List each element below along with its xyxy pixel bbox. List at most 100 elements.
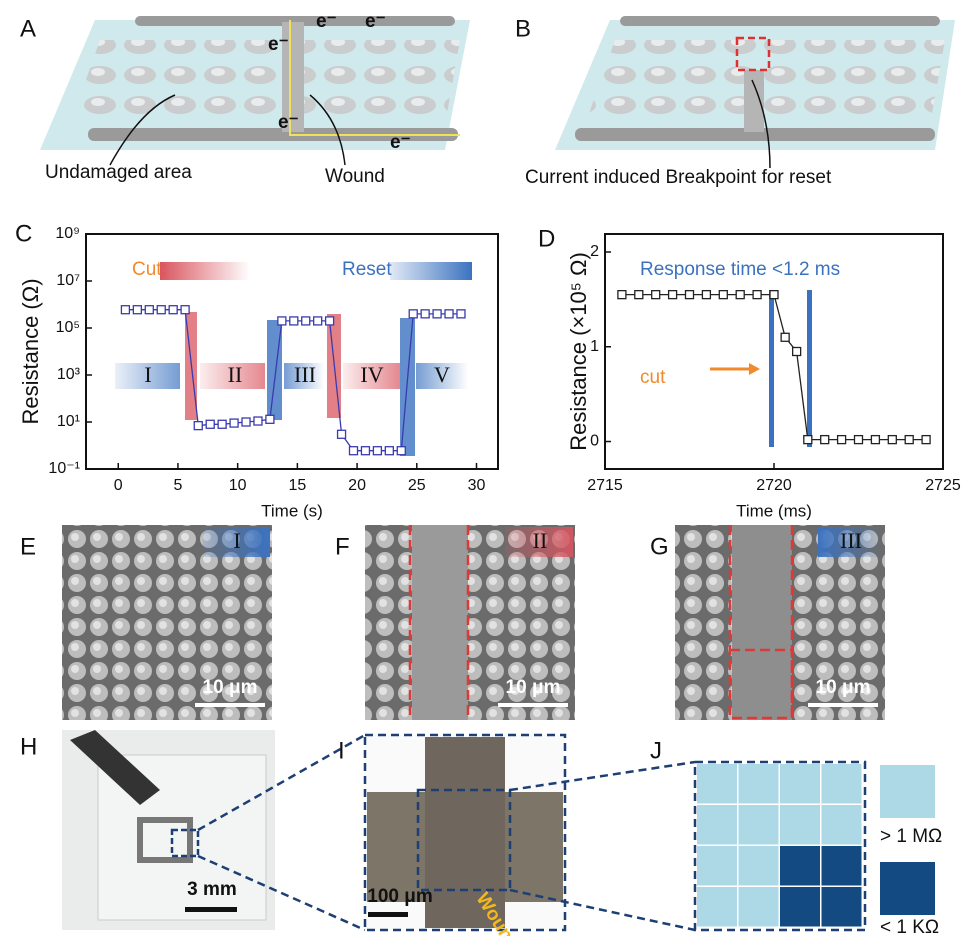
panel-h: H 3 mm bbox=[20, 730, 365, 930]
panel-b: B Current induced Breakpoint for reset bbox=[515, 15, 955, 188]
x-axis-label: Time (ms) bbox=[736, 501, 812, 520]
grid-cell bbox=[822, 887, 862, 927]
electron-label: e⁻ bbox=[268, 34, 289, 55]
electron-label: e⁻ bbox=[365, 11, 386, 32]
scale-bar bbox=[498, 703, 568, 707]
panel-label: B bbox=[515, 15, 531, 42]
data-point bbox=[838, 436, 846, 444]
data-point bbox=[905, 436, 913, 444]
data-point bbox=[242, 418, 250, 426]
scale-bar bbox=[195, 703, 265, 707]
grid-cell bbox=[822, 846, 862, 886]
data-point bbox=[922, 436, 930, 444]
annotation: Response time <1.2 ms bbox=[640, 259, 840, 280]
x-tick-label: 20 bbox=[348, 477, 366, 494]
data-point bbox=[686, 291, 694, 299]
y-tick-label: 10⁷ bbox=[56, 272, 80, 289]
stage-label: III bbox=[294, 362, 316, 387]
data-point bbox=[254, 417, 262, 425]
scale-label: 10 μm bbox=[506, 677, 561, 698]
data-point bbox=[278, 317, 286, 325]
data-point bbox=[821, 436, 829, 444]
y-tick-label: 1 bbox=[590, 338, 599, 355]
panel-a: A e⁻ e⁻ e⁻ e⁻ e⁻ Undamaged area Wound bbox=[20, 11, 470, 187]
y-tick-label: 10³ bbox=[57, 366, 81, 383]
y-tick-label: 10⁵ bbox=[56, 319, 80, 336]
data-point bbox=[373, 447, 381, 455]
legend-label: < 1 KΩ bbox=[880, 917, 939, 936]
x-tick-label: 10 bbox=[229, 477, 247, 494]
annotation: Wound bbox=[325, 166, 385, 187]
data-point bbox=[457, 310, 465, 318]
legend-swatch bbox=[880, 765, 935, 818]
stage-label: I bbox=[144, 362, 151, 387]
data-point bbox=[409, 310, 417, 318]
data-point bbox=[206, 420, 214, 428]
panel-label: C bbox=[15, 220, 32, 247]
data-point bbox=[157, 306, 165, 314]
stage-label: I bbox=[233, 528, 240, 553]
data-point bbox=[133, 306, 141, 314]
y-tick-label: 10⁻¹ bbox=[48, 460, 80, 477]
grid-cell bbox=[739, 764, 779, 804]
legend-label: > 1 MΩ bbox=[880, 826, 942, 847]
y-axis-label: Resistance (Ω) bbox=[18, 278, 43, 424]
annotation: Current induced Breakpoint for reset bbox=[525, 167, 832, 188]
panel-label: I bbox=[338, 737, 345, 764]
figure: A e⁻ e⁻ e⁻ e⁻ e⁻ Undamaged area Wound B … bbox=[0, 0, 970, 936]
data-point bbox=[397, 447, 405, 455]
data-point bbox=[230, 419, 238, 427]
legend-gradient bbox=[160, 262, 250, 280]
healed-region bbox=[732, 525, 792, 720]
data-point bbox=[421, 310, 429, 318]
annotation: cut bbox=[640, 367, 666, 388]
x-tick-label: 5 bbox=[174, 477, 183, 494]
y-axis-label: Resistance (×10⁵ Ω) bbox=[566, 252, 591, 451]
electrode bbox=[620, 16, 940, 26]
grid-cell bbox=[822, 805, 862, 845]
panel-label: G bbox=[650, 533, 669, 560]
electron-label: e⁻ bbox=[278, 112, 299, 133]
data-point bbox=[635, 291, 643, 299]
x-tick-label: 25 bbox=[408, 477, 426, 494]
electron-label: e⁻ bbox=[316, 11, 337, 32]
data-point bbox=[266, 415, 274, 423]
data-point bbox=[350, 447, 358, 455]
scale-label: 3 mm bbox=[187, 879, 237, 900]
data-point bbox=[888, 436, 896, 444]
y-tick-label: 10⁹ bbox=[55, 225, 80, 242]
panel-label: J bbox=[650, 737, 662, 764]
data-point bbox=[121, 306, 129, 314]
stage-label: II bbox=[533, 528, 548, 553]
response-marker bbox=[769, 290, 774, 447]
x-tick-label: 30 bbox=[468, 477, 486, 494]
data-point bbox=[218, 420, 226, 428]
scale-label: 10 μm bbox=[203, 677, 258, 698]
electrode bbox=[505, 792, 563, 902]
stage-label: II bbox=[228, 362, 243, 387]
data-point bbox=[194, 422, 202, 430]
grid-cell bbox=[780, 887, 820, 927]
stage-label: IV bbox=[360, 362, 383, 387]
data-point bbox=[793, 348, 801, 356]
scale-bar bbox=[808, 703, 878, 707]
annotation: Reset bbox=[342, 259, 392, 280]
panel-label: F bbox=[335, 533, 350, 560]
annotation: Undamaged area bbox=[45, 162, 192, 183]
response-marker bbox=[807, 290, 812, 447]
data-point bbox=[618, 291, 626, 299]
data-point bbox=[385, 447, 393, 455]
scale-bar bbox=[185, 907, 237, 912]
particle-network bbox=[70, 40, 460, 125]
electron-label: e⁻ bbox=[390, 132, 411, 153]
panel-label: A bbox=[20, 15, 36, 42]
cut-region bbox=[412, 525, 468, 720]
grid-cell bbox=[697, 764, 737, 804]
panel-label: D bbox=[538, 225, 555, 252]
grid-cell bbox=[739, 805, 779, 845]
panel-i: I 100 μm Wound bbox=[338, 735, 695, 936]
x-tick-label: 2720 bbox=[756, 477, 792, 494]
data-point bbox=[871, 436, 879, 444]
healed-region bbox=[744, 70, 764, 132]
data-point bbox=[770, 291, 778, 299]
